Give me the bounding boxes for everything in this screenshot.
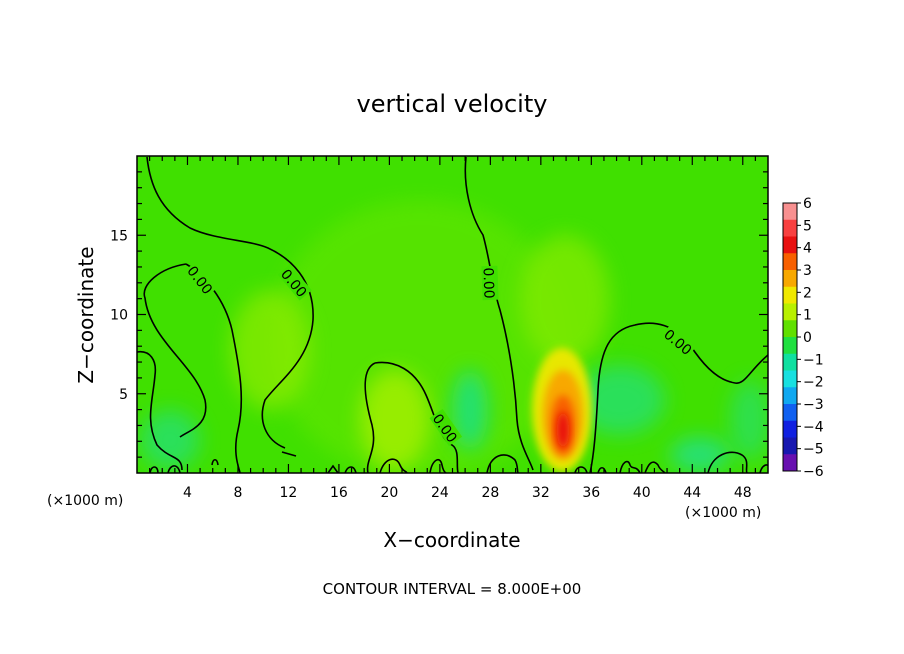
field-blob	[520, 235, 610, 365]
field-blob	[575, 365, 665, 435]
colorbar-swatch	[783, 404, 797, 422]
contour-line	[146, 156, 314, 449]
colorbar-swatch	[783, 370, 797, 388]
colorbar: 6 5 4 3 2 1 0 −1 −2 −3 −4 −5 −6	[782, 196, 824, 480]
contour-line	[379, 458, 408, 473]
contour-line	[619, 460, 641, 473]
contour-line	[167, 465, 181, 473]
colorbar-label: −6	[803, 464, 824, 480]
colorbar-swatch	[783, 303, 797, 321]
contour-line	[281, 451, 297, 457]
footer-contour-interval: CONTOUR INTERVAL = 8.000E+00	[323, 580, 582, 598]
contour-line	[589, 322, 768, 473]
contour-line	[344, 466, 357, 473]
x-tick-label: 44	[683, 485, 701, 501]
x-tick-label: 16	[330, 485, 348, 501]
x-tick-label: 20	[380, 485, 398, 501]
field-blob	[670, 437, 730, 473]
x-tick-label: 40	[633, 485, 651, 501]
contour-line	[574, 466, 588, 473]
contour-line	[143, 263, 207, 438]
y-tick-label: 10	[110, 308, 128, 324]
field-blob	[360, 370, 430, 470]
contour-line	[149, 466, 159, 473]
colorbar-swatch	[783, 353, 797, 371]
x-tick-label: 48	[734, 485, 752, 501]
x-tick-label: 32	[532, 485, 550, 501]
colorbar-label: 3	[803, 263, 812, 279]
contour-label: 0.00	[479, 267, 496, 299]
contour-line	[486, 454, 519, 473]
colorbar-label: 4	[803, 241, 812, 257]
colorbar-label: 5	[803, 218, 812, 234]
colorbar-label: 0	[803, 330, 812, 346]
y-axis: 5 10 15	[110, 171, 768, 458]
colorbar-swatch	[783, 253, 797, 271]
colorbar-swatch	[783, 203, 797, 221]
contour-line	[429, 458, 447, 473]
contour-line	[464, 156, 534, 471]
colorbar-label: −4	[803, 419, 824, 435]
contour-line	[707, 451, 748, 473]
field-blob	[730, 380, 768, 460]
colorbar-label: −5	[803, 442, 824, 458]
colorbar-swatch	[783, 420, 797, 438]
x-axis: 4 8 12 16 20 24 28 32 36 40 44 48	[149, 156, 756, 501]
colorbar-label: −2	[803, 375, 824, 391]
colorbar-label: 6	[803, 196, 812, 212]
colorbar-swatch	[783, 320, 797, 338]
x-axis-label: X−coordinate	[383, 528, 520, 552]
colorbar-swatch	[783, 437, 797, 455]
colorbar-label: −1	[803, 352, 824, 368]
x-tick-label: 12	[280, 485, 298, 501]
colorbar-swatch	[783, 236, 797, 254]
colorbar-swatch	[783, 286, 797, 304]
contour-labels: 0.00 0.00 0.00 0.00 0.00	[183, 261, 697, 446]
colorbar-swatch	[783, 454, 797, 472]
contour-line	[364, 362, 376, 473]
contour-line	[597, 466, 607, 473]
colorbar-label: −3	[803, 397, 824, 413]
x-tick-label: 36	[582, 485, 600, 501]
contour-lines	[137, 156, 768, 473]
x-tick-label: 28	[481, 485, 499, 501]
plot-area: 0.00 0.00 0.00 0.00 0.00 4 8 12 16 20 24 28 32 3…	[110, 155, 769, 501]
field-blob	[140, 410, 200, 470]
contour-line	[644, 461, 666, 473]
colorbar-label: 2	[803, 285, 812, 301]
field-blob	[230, 290, 310, 410]
colorbar-swatch	[783, 219, 797, 237]
y-tick-label: 15	[110, 228, 128, 244]
x-tick-label: 4	[183, 485, 192, 501]
y-axis-label: Z−coordinate	[74, 246, 98, 383]
colorbar-label: 1	[803, 308, 812, 324]
x-unit-left: (×1000 m)	[47, 493, 123, 509]
chart-title: vertical velocity	[357, 90, 548, 118]
x-tick-label: 8	[233, 485, 242, 501]
y-tick-label: 5	[119, 387, 128, 403]
field-blob	[557, 412, 569, 448]
field-blob	[452, 370, 488, 450]
x-tick-label: 24	[431, 485, 449, 501]
colorbar-swatch	[783, 387, 797, 405]
contour-line	[137, 350, 183, 471]
x-unit-right: (×1000 m)	[685, 505, 761, 521]
colorbar-swatch	[783, 337, 797, 355]
contour-line	[211, 458, 219, 466]
contour-line	[327, 464, 339, 473]
colorbar-swatch	[783, 270, 797, 288]
